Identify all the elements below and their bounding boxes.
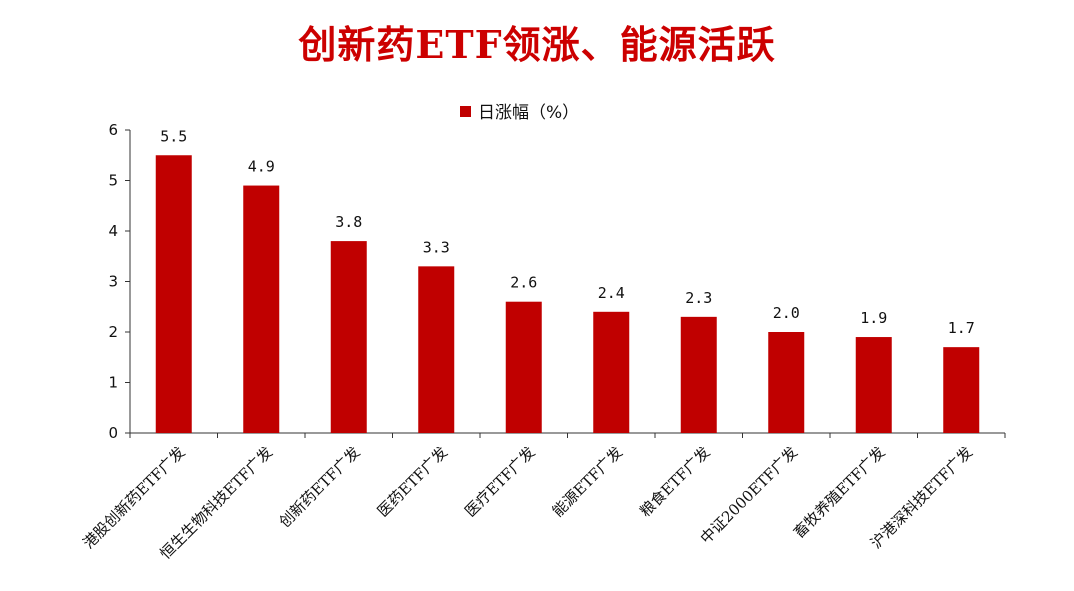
y-tick-label: 4 xyxy=(108,222,118,240)
y-tick-label: 6 xyxy=(108,121,118,139)
category-label: 畜牧养殖ETF广发 xyxy=(790,443,889,542)
bar xyxy=(855,337,892,433)
chart-title: 创新药ETF领涨、能源活跃 xyxy=(298,22,776,67)
data-label: 2.3 xyxy=(685,289,712,307)
data-label: 2.6 xyxy=(510,274,537,292)
category-label: 创新药ETF广发 xyxy=(276,443,364,531)
y-tick-label: 1 xyxy=(108,374,118,392)
y-tick-label: 5 xyxy=(108,172,118,190)
data-label: 3.8 xyxy=(335,213,362,231)
data-label: 3.3 xyxy=(423,238,450,256)
y-tick-label: 3 xyxy=(108,273,118,291)
category-label: 医药ETF广发 xyxy=(374,443,451,520)
category-label: 中证2000ETF广发 xyxy=(697,443,801,547)
data-label: 1.9 xyxy=(860,309,887,327)
bar xyxy=(680,316,717,433)
bar xyxy=(418,266,455,433)
data-label: 2.4 xyxy=(598,284,625,302)
bar xyxy=(243,185,280,433)
bar xyxy=(505,301,542,433)
y-tick-label: 2 xyxy=(108,323,118,341)
bar xyxy=(330,241,367,433)
data-label: 2.0 xyxy=(773,304,800,322)
legend-swatch xyxy=(460,106,471,117)
bar xyxy=(943,347,980,433)
data-label: 4.9 xyxy=(248,158,275,176)
bar xyxy=(593,311,630,433)
category-label: 医疗ETF广发 xyxy=(461,443,538,520)
category-label: 能源ETF广发 xyxy=(549,443,626,520)
y-tick-label: 0 xyxy=(108,424,118,442)
bar xyxy=(768,332,805,433)
data-label: 1.7 xyxy=(948,319,975,337)
legend-label: 日涨幅（%） xyxy=(478,103,579,123)
value-labels: 5.5 4.9 3.8 3.3 2.6 2.4 2.3 2.0 1.9 1.7 xyxy=(160,127,975,337)
bar xyxy=(155,155,192,433)
category-label: 粮食ETF广发 xyxy=(636,443,713,520)
bars xyxy=(155,155,980,433)
data-label: 5.5 xyxy=(160,127,187,145)
legend: 日涨幅（%） xyxy=(460,103,579,123)
